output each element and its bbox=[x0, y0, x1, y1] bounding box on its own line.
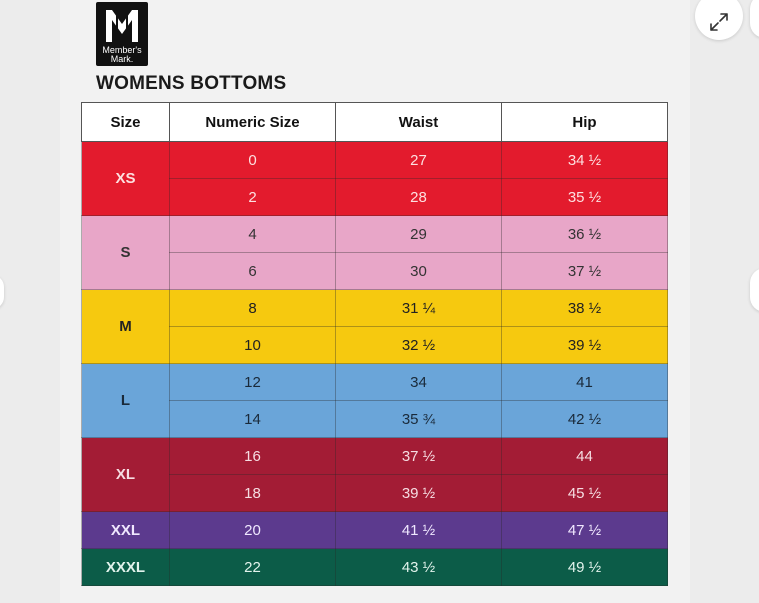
numeric-cell: 10 bbox=[169, 326, 336, 364]
expand-icon bbox=[710, 13, 728, 31]
table-row: 10 32 ½ 39 ½ bbox=[82, 326, 668, 364]
table-header-row: Size Numeric Size Waist Hip bbox=[81, 102, 668, 142]
group-xxl: XXL 20 41 ½ 47 ½ bbox=[81, 511, 668, 549]
chart-title: WOMENS BOTTOMS bbox=[96, 73, 287, 94]
hip-cell: 41 bbox=[501, 363, 668, 401]
scroll-right-button[interactable] bbox=[750, 268, 759, 312]
waist-cell: 27 bbox=[335, 141, 502, 179]
expand-button[interactable] bbox=[695, 0, 743, 40]
hip-cell: 37 ½ bbox=[501, 252, 668, 290]
table-row: M 8 31 ¼ 38 ½ bbox=[81, 289, 668, 364]
size-label: XL bbox=[81, 437, 170, 512]
size-label: XXXL bbox=[81, 548, 170, 586]
numeric-cell: 12 bbox=[169, 363, 336, 401]
size-label: L bbox=[81, 363, 170, 438]
waist-cell: 31 ¼ bbox=[335, 289, 502, 327]
hip-cell: 34 ½ bbox=[501, 141, 668, 179]
table-row: 14 35 ¾ 42 ½ bbox=[82, 400, 668, 438]
numeric-cell: 20 bbox=[169, 511, 336, 549]
numeric-cell: 2 bbox=[169, 178, 336, 216]
table-row: 6 30 37 ½ bbox=[82, 252, 668, 290]
waist-cell: 34 bbox=[335, 363, 502, 401]
hip-cell: 36 ½ bbox=[501, 215, 668, 253]
waist-cell: 29 bbox=[335, 215, 502, 253]
group-xl: XL 16 37 ½ 44 18 39 ½ 45 ½ bbox=[81, 437, 668, 512]
hip-cell: 45 ½ bbox=[501, 474, 668, 512]
hip-cell: 42 ½ bbox=[501, 400, 668, 438]
group-l: L 12 34 41 14 35 ¾ 42 ½ bbox=[81, 363, 668, 438]
table-row: 2 28 35 ½ bbox=[82, 178, 668, 216]
table-row: 18 39 ½ 45 ½ bbox=[82, 474, 668, 512]
hip-cell: 35 ½ bbox=[501, 178, 668, 216]
members-mark-logo: Member's Mark. bbox=[96, 2, 148, 66]
logo-text-line1: Member's bbox=[102, 45, 142, 55]
next-image-button[interactable] bbox=[750, 0, 759, 38]
group-xxxl: XXXL 22 43 ½ 49 ½ bbox=[81, 548, 668, 586]
size-label: XS bbox=[81, 141, 170, 216]
logo-text-line2: Mark. bbox=[110, 54, 134, 64]
header-waist: Waist bbox=[335, 102, 502, 142]
table-row: XS 0 27 34 ½ bbox=[81, 141, 668, 216]
waist-cell: 35 ¾ bbox=[335, 400, 502, 438]
waist-cell: 30 bbox=[335, 252, 502, 290]
numeric-cell: 6 bbox=[169, 252, 336, 290]
table-row: XXL 20 41 ½ 47 ½ bbox=[81, 511, 668, 549]
size-label: M bbox=[81, 289, 170, 364]
numeric-cell: 16 bbox=[169, 437, 336, 475]
header-size: Size bbox=[81, 102, 170, 142]
table-row: XL 16 37 ½ 44 bbox=[81, 437, 668, 512]
waist-cell: 37 ½ bbox=[335, 437, 502, 475]
group-m: M 8 31 ¼ 38 ½ 10 32 ½ 39 ½ bbox=[81, 289, 668, 364]
hip-cell: 44 bbox=[501, 437, 668, 475]
hip-cell: 47 ½ bbox=[501, 511, 668, 549]
scroll-left-button[interactable] bbox=[0, 275, 4, 309]
logo-m-mark-icon bbox=[106, 10, 138, 42]
header-hip: Hip bbox=[501, 102, 668, 142]
numeric-cell: 0 bbox=[169, 141, 336, 179]
group-xs: XS 0 27 34 ½ 2 28 35 ½ bbox=[81, 141, 668, 216]
numeric-cell: 8 bbox=[169, 289, 336, 327]
waist-cell: 28 bbox=[335, 178, 502, 216]
hip-cell: 38 ½ bbox=[501, 289, 668, 327]
waist-cell: 39 ½ bbox=[335, 474, 502, 512]
numeric-cell: 18 bbox=[169, 474, 336, 512]
numeric-cell: 22 bbox=[169, 548, 336, 586]
hip-cell: 39 ½ bbox=[501, 326, 668, 364]
size-label: S bbox=[81, 215, 170, 290]
waist-cell: 43 ½ bbox=[335, 548, 502, 586]
waist-cell: 41 ½ bbox=[335, 511, 502, 549]
size-label: XXL bbox=[81, 511, 170, 549]
numeric-cell: 14 bbox=[169, 400, 336, 438]
hip-cell: 49 ½ bbox=[501, 548, 668, 586]
group-s: S 4 29 36 ½ 6 30 37 ½ bbox=[81, 215, 668, 290]
numeric-cell: 4 bbox=[169, 215, 336, 253]
table-row: XXXL 22 43 ½ 49 ½ bbox=[81, 548, 668, 586]
size-table: Size Numeric Size Waist Hip XS 0 27 34 ½… bbox=[81, 102, 668, 586]
header-numeric-size: Numeric Size bbox=[169, 102, 336, 142]
waist-cell: 32 ½ bbox=[335, 326, 502, 364]
table-row: L 12 34 41 bbox=[81, 363, 668, 438]
table-row: S 4 29 36 ½ bbox=[81, 215, 668, 290]
